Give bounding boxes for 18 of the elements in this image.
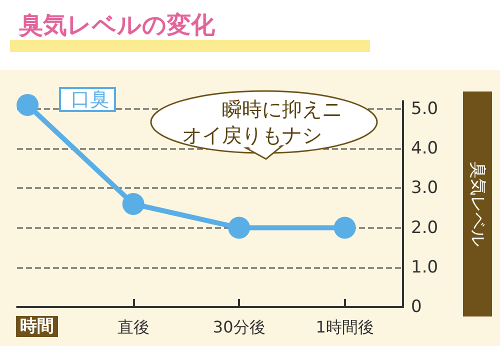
x-tick-label: 直後: [117, 318, 150, 336]
annotation: 瞬時に抑えニオイ戻りもナシ: [182, 96, 343, 148]
series-label: 口臭: [71, 88, 109, 110]
y-tick-label: 1.0: [411, 257, 438, 278]
y-tick-label: 5.0: [411, 98, 438, 119]
point: [16, 94, 39, 116]
point: [122, 193, 144, 215]
y-tick-label: 0: [411, 297, 422, 317]
y-axis-title: 臭気レベル: [468, 162, 488, 246]
y-tick-label: 2.0: [411, 218, 438, 238]
point: [334, 216, 356, 239]
y-tick-label: 3.0: [411, 178, 438, 198]
y-tick-label: 4.0: [411, 138, 438, 159]
x-tick-label: 30分後: [212, 318, 266, 336]
x-tick-label: 1時間後: [316, 318, 374, 336]
x-axis-title: 時間: [20, 316, 54, 336]
point: [228, 216, 250, 239]
chart-title: 臭気レベルの変化: [18, 11, 216, 39]
